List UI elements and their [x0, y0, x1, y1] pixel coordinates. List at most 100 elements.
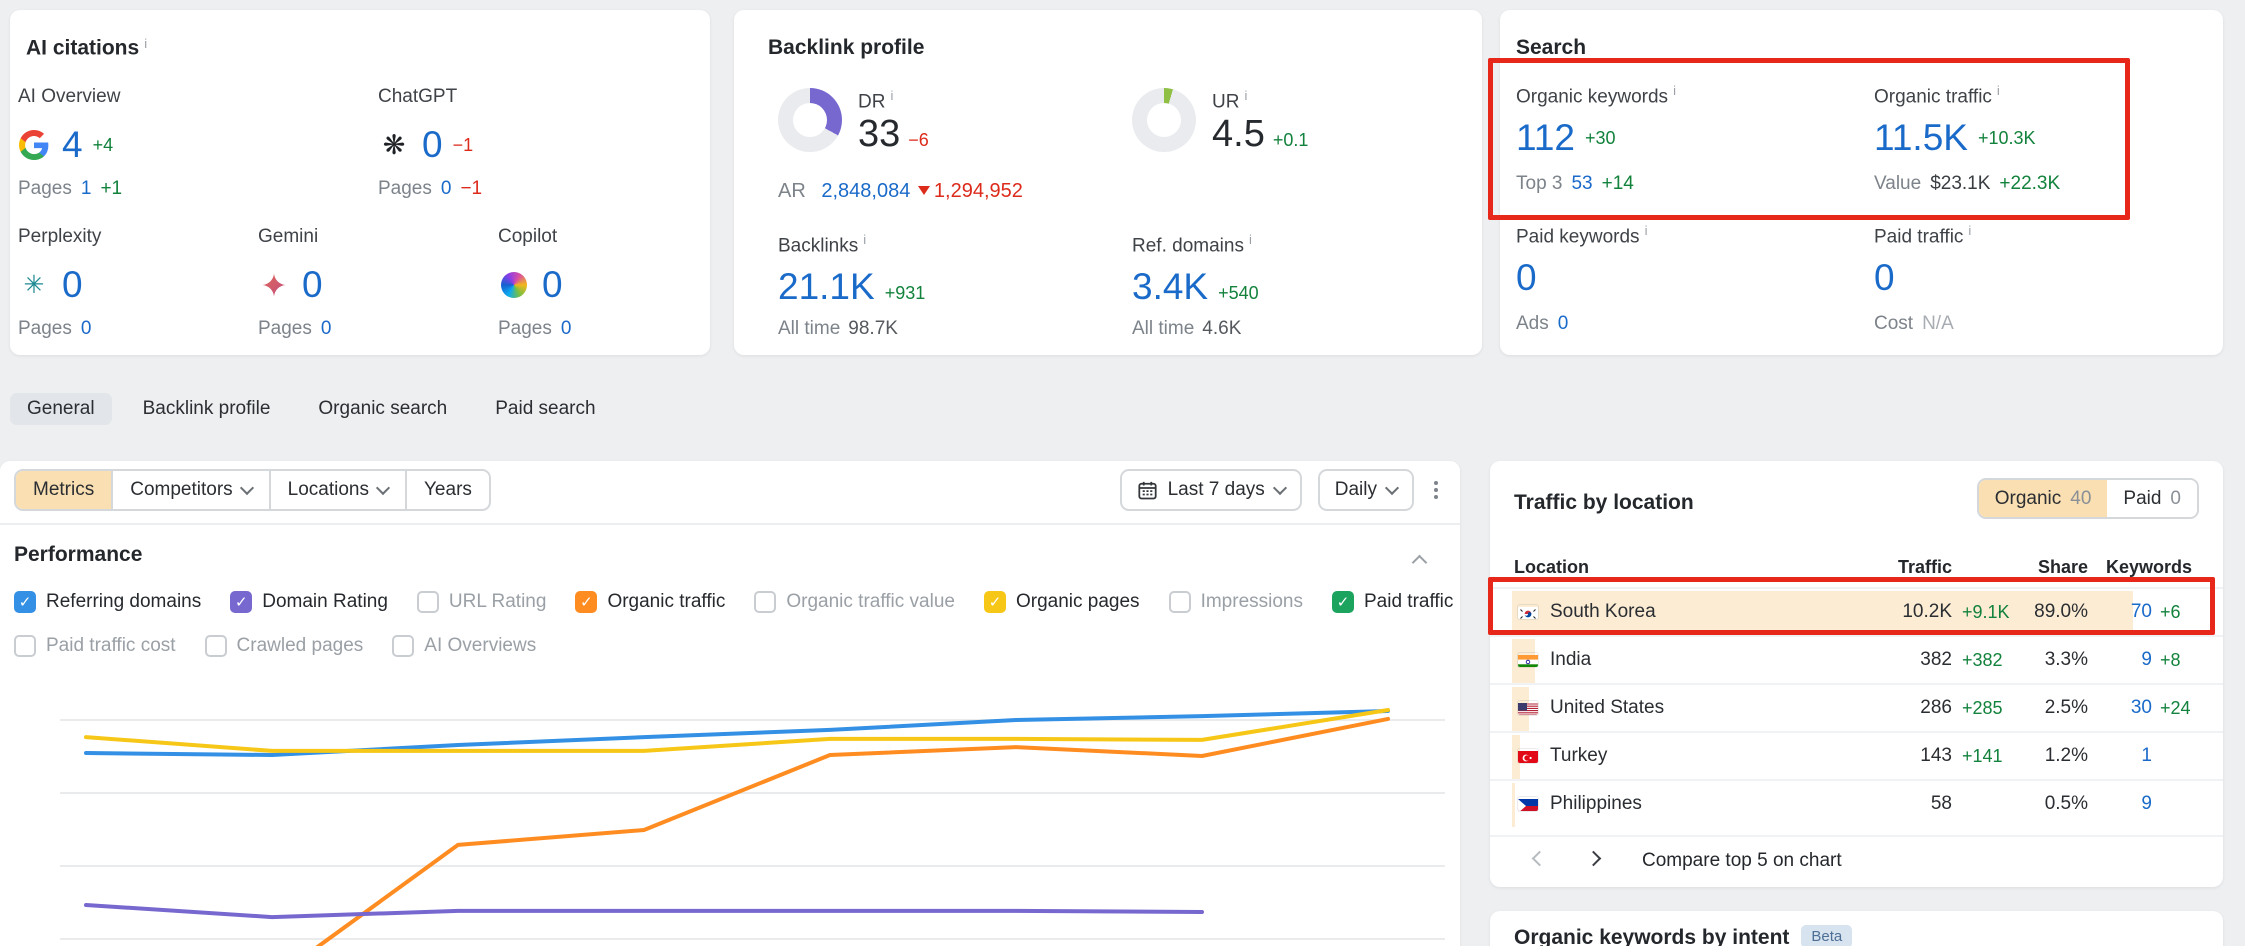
search-metric-label: Organic keywords: [1516, 83, 1676, 108]
info-icon[interactable]: [1645, 223, 1648, 238]
info-icon[interactable]: [1673, 83, 1676, 98]
sub-token[interactable]: 0: [1557, 313, 1569, 334]
segment-competitors[interactable]: Competitors: [111, 471, 268, 509]
info-icon[interactable]: [1997, 83, 2000, 98]
toolbar-divider: [0, 523, 1460, 525]
toggle-organic[interactable]: Organic 40: [1978, 480, 2108, 517]
ur-label: UR: [1212, 91, 1240, 113]
keywords-link[interactable]: 9: [2141, 793, 2152, 814]
location-row-us[interactable]: United States 286 +285 2.5% 30 +24: [1490, 683, 2223, 733]
us-flag-icon: [1518, 701, 1538, 715]
chevron-down-icon: [239, 480, 254, 496]
location-row-kr[interactable]: South Korea 10.2K +9.1K 89.0% 70 +6: [1490, 587, 2223, 637]
segment-locations[interactable]: Locations: [268, 471, 405, 509]
sub-token: N/A: [1922, 313, 1954, 334]
search-metric-block: Organic keywords 112 +30 Top 3 53 +14: [1516, 83, 1856, 213]
ahrefs-rank-row: AR 2,848,084 1,294,952: [778, 180, 1023, 203]
segment-label: Locations: [287, 479, 369, 500]
toggle-paid[interactable]: Paid 0: [2107, 480, 2197, 517]
segment-metrics[interactable]: Metrics: [16, 471, 112, 509]
collapse-chevron-up-icon[interactable]: [1411, 554, 1428, 571]
location-row-tr[interactable]: Turkey 143 +141 1.2% 1: [1490, 731, 2223, 781]
sub-token[interactable]: 0: [320, 318, 332, 339]
search-metric-value[interactable]: 0: [1516, 257, 1537, 298]
sub-token[interactable]: 53: [1571, 173, 1593, 194]
ai-citation-count[interactable]: 4: [62, 124, 83, 165]
toggle-organic-count: 40: [2070, 487, 2092, 509]
tab-paid-search[interactable]: Paid search: [495, 398, 596, 419]
date-range-button[interactable]: Last 7 days: [1119, 469, 1302, 511]
checkbox-organic-pages[interactable]: ✓ Organic pages: [983, 591, 1140, 613]
chevron-left-icon[interactable]: [1531, 850, 1548, 867]
calendar-icon: [1138, 481, 1157, 499]
ai-citation-value-row: 0: [258, 264, 323, 306]
chevron-down-icon: [375, 480, 391, 496]
beta-badge: Beta: [1801, 925, 1853, 946]
checkbox-paid-traffic-cost[interactable]: Paid traffic cost: [14, 635, 176, 657]
kr-flag-icon: [1518, 605, 1538, 619]
traffic-value: 286: [1920, 697, 1952, 718]
checkbox-referring-domains[interactable]: ✓ Referring domains: [14, 591, 201, 613]
checkbox-crawled-pages[interactable]: Crawled pages: [204, 635, 363, 657]
location-row-ph[interactable]: Philippines 58 0.5% 9: [1490, 779, 2223, 829]
segment-label: Competitors: [130, 479, 233, 500]
search-title: Search: [1516, 36, 1587, 59]
sub-token[interactable]: 1: [80, 178, 92, 199]
chevron-right-icon[interactable]: [1585, 850, 1602, 867]
ai-citation-count[interactable]: 0: [422, 124, 443, 165]
col-keywords: Keywords: [2105, 557, 2192, 577]
ai-source-label: Gemini: [258, 226, 319, 247]
checkbox-domain-rating[interactable]: ✓ Domain Rating: [230, 591, 388, 613]
backlinks-value-link[interactable]: 21.1K: [778, 266, 875, 308]
tab-organic-search[interactable]: Organic search: [318, 398, 448, 419]
ai-citation-count[interactable]: 0: [302, 264, 323, 305]
chatgpt-icon: ❋: [382, 129, 406, 160]
search-metric-value[interactable]: 11.5K: [1874, 117, 1968, 158]
checkbox-label: Paid traffic cost: [46, 635, 176, 656]
granularity-button[interactable]: Daily: [1317, 469, 1414, 511]
checkbox-ai-overviews[interactable]: AI Overviews: [392, 635, 536, 657]
ref-domains-value-link[interactable]: 3.4K: [1132, 266, 1209, 308]
sub-token[interactable]: 0: [440, 178, 452, 199]
tr-flag-icon: [1518, 749, 1538, 763]
ai-citation-count[interactable]: 0: [542, 264, 563, 305]
share-value: 0.5%: [2044, 793, 2088, 814]
search-metric-value[interactable]: 112: [1516, 117, 1575, 158]
ai-citation-delta: +4: [92, 134, 114, 155]
sub-token[interactable]: 0: [80, 318, 92, 339]
tab-general[interactable]: General: [10, 393, 112, 425]
keywords-link[interactable]: 70: [2130, 601, 2152, 622]
info-icon[interactable]: [890, 88, 893, 103]
info-icon[interactable]: [1244, 88, 1247, 103]
keywords-link[interactable]: 9: [2141, 649, 2152, 670]
info-icon[interactable]: [144, 36, 147, 51]
sub-token[interactable]: 0: [560, 318, 572, 339]
tab-backlink-profile[interactable]: Backlink profile: [142, 398, 271, 419]
info-icon[interactable]: [1249, 232, 1252, 247]
checkbox-paid-traffic[interactable]: ✓ Paid traffic: [1331, 591, 1453, 613]
more-options-kebab-icon[interactable]: [1430, 475, 1442, 505]
checkbox-impressions[interactable]: Impressions: [1168, 591, 1303, 613]
checkbox-organic-traffic[interactable]: ✓ Organic traffic: [575, 591, 725, 613]
ai-citation-item: Perplexity ✳ 0 Pages 0: [18, 226, 358, 356]
checkbox-organic-traffic-value[interactable]: Organic traffic value: [754, 591, 955, 613]
segment-years[interactable]: Years: [405, 471, 489, 509]
perplexity-icon: ✳: [23, 270, 45, 299]
keywords-link[interactable]: 30: [2130, 697, 2152, 718]
ai-citation-count[interactable]: 0: [62, 264, 83, 305]
traffic-value: 143: [1920, 745, 1952, 766]
compare-top5-link[interactable]: Compare top 5 on chart: [1642, 850, 1842, 871]
keywords-link[interactable]: 1: [2141, 745, 2152, 766]
checkbox-box: [1168, 591, 1191, 613]
dr-delta: −6: [908, 130, 929, 151]
sub-token: +22.3K: [1999, 173, 2061, 194]
info-icon[interactable]: [1968, 223, 1971, 238]
checkbox-url-rating[interactable]: URL Rating: [416, 591, 546, 613]
ai-citations-title: AI citations: [26, 36, 140, 60]
search-metric-value[interactable]: 0: [1874, 257, 1895, 298]
sub-token: Pages: [498, 318, 552, 339]
ar-value-link[interactable]: 2,848,084: [821, 180, 911, 202]
segment-label: Metrics: [33, 479, 95, 500]
location-row-in[interactable]: India 382 +382 3.3% 9 +8: [1490, 635, 2223, 685]
info-icon[interactable]: [863, 232, 866, 247]
